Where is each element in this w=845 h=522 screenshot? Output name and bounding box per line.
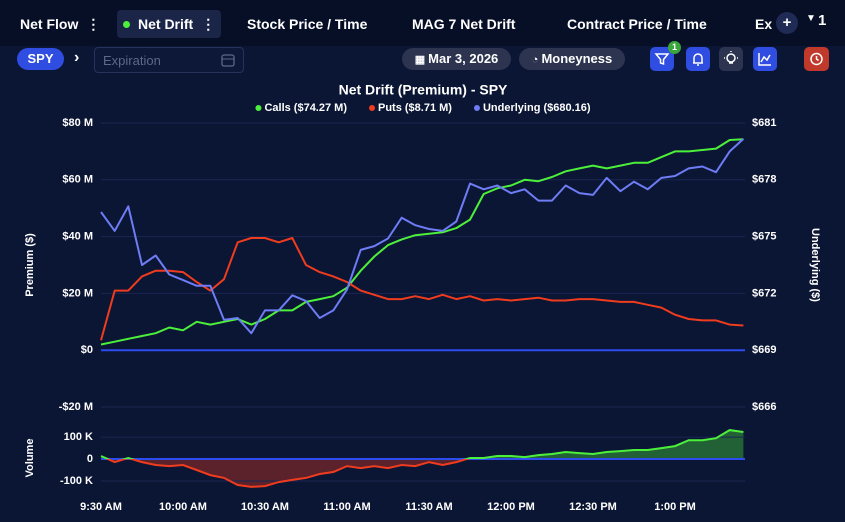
x-tick-label: 10:00 AM [159,501,207,513]
symbol-selector[interactable]: SPY [17,48,64,70]
x-tick-label: 9:30 AM [80,501,122,513]
moneyness: Moneyness [541,51,613,66]
date: Mar 3, 2026 [428,51,499,66]
y-axis-label: Volume [24,439,36,478]
x-tick-label: 10:30 AM [241,501,289,513]
volume-line-negative [105,459,470,488]
y2-tick-label: $678 [752,174,776,186]
x-tick-label: 12:00 PM [487,501,535,513]
tab[interactable]: Net Flow ⋮ [20,16,101,32]
legend-label: Calls ($74.27 M) [264,102,347,114]
alerts-button[interactable] [686,47,710,71]
y-tick-label: $40 M [62,231,93,243]
x-tick-label: 12:30 PM [569,501,617,513]
legend-label: Underlying ($680.16) [483,102,591,114]
tab[interactable]: Ex [749,10,778,38]
x-tick-label: 11:00 AM [323,501,370,513]
y-tick-label: $0 [81,344,93,356]
bell-icon [693,53,703,66]
moneyness-button[interactable]: ◔ Moneyness [519,48,625,70]
theme-button[interactable] [719,47,743,71]
symbol: SPY [27,51,54,66]
tab-label: Ex [755,16,773,32]
tab-bar: Net Flow ⋮ Net Drift ⋮ Stock Price / Time … [0,0,845,46]
tab[interactable]: Stock Price / Time [241,10,373,38]
y2-tick-label: $681 [752,117,776,129]
legend-marker [473,105,480,111]
series-line [100,237,744,341]
history-button[interactable] [804,47,829,71]
y-tick-label: -$20 M [59,401,93,413]
x-tick-label: 11:30 AM [405,501,452,513]
tabs-dropdown[interactable]: ▼ [806,13,816,24]
calendar-icon [221,54,235,67]
x-tick-label: 1:00 PM [654,501,696,513]
tab-label: Net Drift [138,16,194,32]
history-icon [810,52,823,66]
filter-icon [654,53,670,66]
y2-tick-label: $672 [752,287,776,299]
filter-button[interactable]: 1 [650,41,681,71]
y2-axis-label: Underlying ($) [809,228,821,302]
y2-tick-label: $669 [752,344,776,356]
volume-line-positive [100,429,744,460]
y-tick-label: $60 M [62,174,93,186]
series-line [100,138,745,335]
date-picker[interactable]: ▦ Mar 3, 2026 [402,48,511,70]
y-tick-label: $20 M [62,287,93,299]
y-axis-label: Premium ($) [24,233,36,297]
tabs-more-count: 1 [818,12,827,29]
y-tick-label: -100 K [60,475,93,487]
y-tick-label: $80 M [62,117,93,129]
tab-label: Contract Price / Time [567,16,707,32]
y-tick-label: 100 K [64,431,93,443]
tab-label: Stock Price / Time [247,16,368,32]
placeholder: Expiration [103,53,161,68]
tab-label: MAG 7 Net Drift [412,16,516,32]
tab[interactable]: Contract Price / Time [561,10,713,38]
y-tick-label: 0 [87,453,93,465]
chevron: › [74,49,80,66]
y2-tick-label: $675 [752,231,776,243]
chart-title: Net Drift (Premium) - SPY [339,82,508,98]
series-line [100,138,744,346]
legend: Calls ($74.27 M) Puts ($8.71 M) Underlying… [255,102,591,114]
tab[interactable]: Net Drift ⋮ [117,10,222,38]
tab[interactable]: MAG 7 Net Drift [406,10,521,38]
tab-label: Net Flow [20,16,79,32]
filter-badge: 1 [668,41,681,54]
legend-label: Puts ($8.71 M) [378,102,452,114]
y2-tick-label: $666 [752,401,776,413]
legend-marker [255,105,262,111]
add-tab-button[interactable]: + [776,12,798,34]
volume-area-positive [101,430,744,460]
bulb-icon [724,51,738,64]
chart-settings-button[interactable] [753,47,777,71]
chart-icon [758,53,771,66]
expiration-input[interactable]: Expiration [94,47,244,73]
legend-marker [368,105,375,111]
